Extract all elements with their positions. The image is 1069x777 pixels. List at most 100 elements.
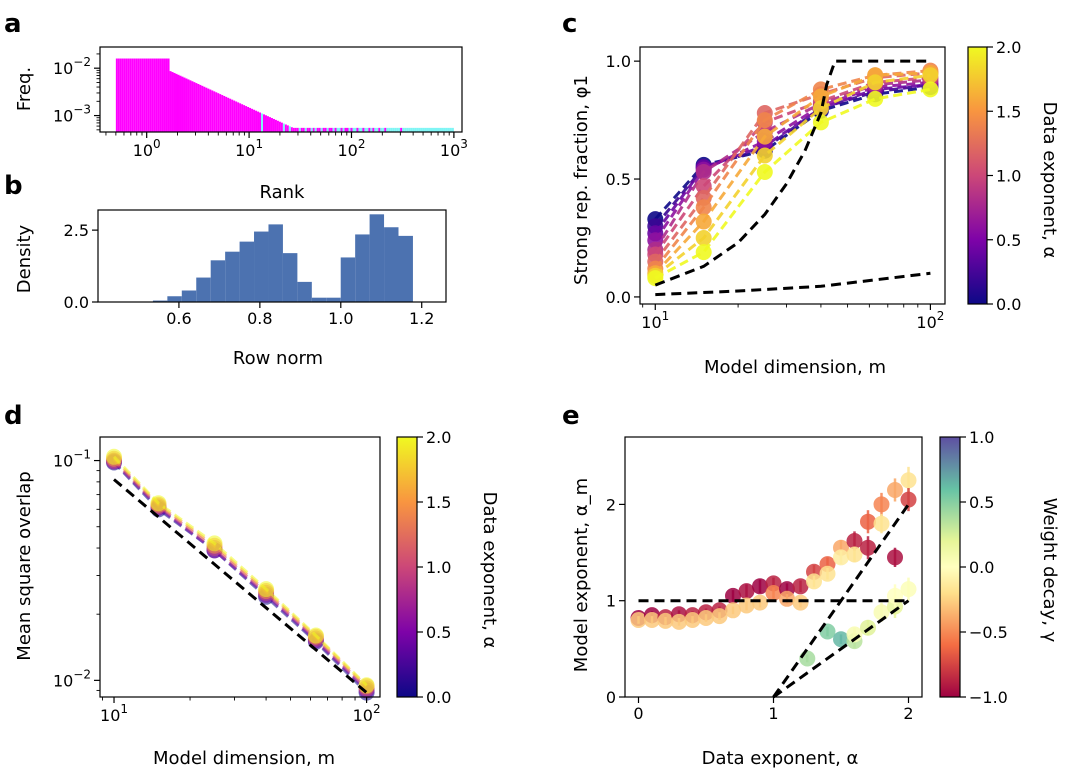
panel-d-colorbar-tick-label: 2.0 [426,428,451,447]
panel-a-xtick-label: 102 [337,137,365,160]
panel-a-bar [310,127,313,132]
panel-a-bar [316,127,319,132]
panel-e-point [846,546,863,563]
panel-a-bar [175,73,178,132]
panel-a-bar [167,58,170,132]
panel-d-ylabel: Mean square overlap [14,471,35,660]
panel-d-point [106,448,122,465]
panel-c-colorbar-tick-label: 1.0 [996,167,1021,186]
panel-a-bar [227,97,230,132]
panel-a-bar [159,58,162,132]
panel-d-point [150,495,167,512]
panel-b-bar [268,224,283,303]
panel-a-bar [400,127,403,132]
panel-a-bar [336,127,339,132]
panel-e-point [846,533,863,549]
panel-a-bar [225,96,228,132]
panel-a-bar [278,121,281,132]
panel-c-point [695,230,712,246]
panel-b-bar [326,297,341,302]
panel-e-point [833,549,849,566]
panel-d-colorbar: 0.0 0.5 1.0 1.5 2.0 [396,428,451,707]
panel-e-point [873,496,890,513]
panel-a-bar [155,58,158,132]
panel-a-bar [243,105,246,132]
panel-a-bar [286,125,289,132]
panel-a-bar [125,58,128,132]
panel-b-bar [254,231,269,302]
panel-a-bar [255,110,258,132]
panel-a-bar [447,127,450,132]
panel-e-point [887,549,903,566]
panel-e-xtick-label: 2 [903,704,913,723]
panel-e-ytick-label: 1 [606,592,616,611]
panel-b-bar [398,235,413,303]
panel-a-bar [219,94,222,132]
panel-a-bar [308,127,311,132]
panel-c-reference-line [655,271,931,297]
panel-c-reference-line [654,59,931,287]
panel-a-bar [189,80,192,132]
panel-a-bar [137,58,140,132]
panel-a-bar [428,127,431,132]
panel-e-point [698,610,714,626]
panel-b-bar [210,260,226,302]
panel-a-bar [143,58,146,132]
panel-a-bar [245,106,248,132]
panel-e-ytick-label: 0 [606,688,616,707]
panel-e-point [887,482,903,498]
panel-d-series-line [112,461,368,694]
panel-a-bar [205,87,208,132]
panel-a-bar [241,104,244,132]
panel-a-bar [163,58,166,132]
panel-a-bar [443,127,446,132]
panel-e-point [725,602,741,619]
panel-e-colorbar-tick-label: 0.0 [969,558,994,577]
panel-b-ytick-label: 0.0 [64,293,89,312]
panel-e-point [900,491,917,508]
panel-e-point [792,594,809,611]
panel-a-bar [406,127,409,132]
panel-e-frame [624,436,923,698]
panel-b-bar [152,300,168,302]
panel-e-colorbar-gradient [939,436,961,698]
panel-c-strong-rep-fraction: 101 102 0.0 0.5 1.0 Model dimension, m Stron… [571,38,1060,378]
panel-d-axes: 101 102 10−2 10−1 [53,436,381,725]
panel-d-colorbar-tick-label: 0.0 [426,688,451,707]
panel-e-colorbar-tick-label: 1.0 [969,428,994,447]
panel-a-frame [99,46,463,133]
panel-a-bar [402,127,405,132]
panel-d-ytick-label: 10−2 [53,667,91,690]
panel-a-bar [288,126,291,132]
panel-a-bar [434,127,436,132]
panel-c-frame [639,46,946,305]
panel-d-series-line [112,455,368,687]
panel-d-reference-line [113,478,368,694]
panel-a-bar [350,127,353,132]
panel-c-series-line [654,76,931,256]
panel-c-xtick-label: 102 [916,309,944,332]
panel-c-point [867,90,884,107]
panel-c-xlabel: Model dimension, m [704,357,886,378]
panel-e-point [630,612,647,628]
panel-a-bar [276,120,279,132]
panel-c-colorbar-tick-label: 0.5 [996,231,1021,250]
panel-b-bar [167,296,182,302]
panel-a-bar [296,127,299,132]
panel-a-bar [173,72,176,132]
panel-a-bar [326,127,329,132]
panel-b-ytick-label: 2.5 [64,221,89,240]
panel-c-point [756,128,773,145]
panel-c-point [695,213,712,230]
panel-b-xlabel: Row norm [233,348,323,369]
panel-e-colorbar-label: Weight decay, γ [1039,498,1060,643]
panel-a-bar [426,127,429,132]
panel-c-point [695,244,712,261]
panel-c-point [812,114,829,131]
panel-a-bar [133,58,136,132]
panel-a-bar [131,58,134,132]
panel-a-bar [123,58,126,132]
panel-a-bar [199,84,202,132]
panel-a-bar [394,127,397,132]
panel-c-series-line [654,83,931,228]
